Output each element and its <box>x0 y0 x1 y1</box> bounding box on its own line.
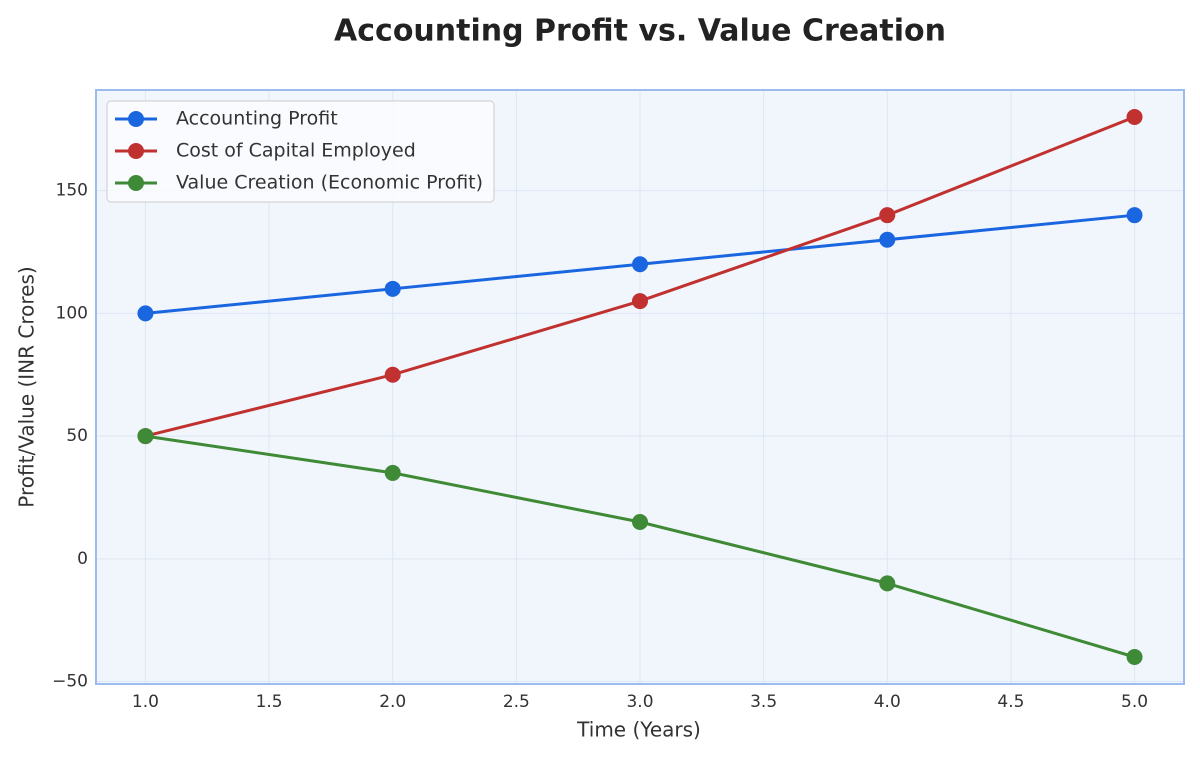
data-point <box>137 305 154 322</box>
data-point <box>879 231 896 248</box>
legend-box <box>106 100 495 203</box>
y-tick-label: 100 <box>56 303 88 323</box>
data-point <box>1126 207 1143 224</box>
x-tick-label: 2.0 <box>379 692 406 712</box>
data-point <box>137 428 154 445</box>
x-tick-label: 4.0 <box>874 692 901 712</box>
y-tick-label: 0 <box>77 549 88 569</box>
data-point <box>879 207 896 224</box>
data-point <box>384 280 401 297</box>
data-point <box>1126 109 1143 125</box>
data-point <box>632 293 648 310</box>
data-point <box>384 366 401 383</box>
x-tick-label: 2.5 <box>503 692 530 712</box>
data-point <box>632 256 648 273</box>
x-tick-label: 4.5 <box>997 692 1024 712</box>
x-tick-label: 5.0 <box>1121 692 1148 712</box>
data-point <box>879 575 896 592</box>
x-tick-label: 1.5 <box>256 692 283 712</box>
y-tick-label: −50 <box>52 672 88 692</box>
y-axis-label: Profit/Value (INR Crores) <box>15 266 39 507</box>
legend-label: Accounting Profit <box>176 108 338 130</box>
data-point <box>1126 649 1143 665</box>
legend: Accounting Profit Cost of Capital Employe… <box>106 100 495 203</box>
x-tick-label: 3.5 <box>750 692 777 712</box>
y-tick-label: 50 <box>66 426 88 446</box>
legend-marker <box>128 111 144 127</box>
chart-title: Accounting Profit vs. Value Creation <box>334 14 946 49</box>
data-point <box>632 514 648 530</box>
y-tick-label: 150 <box>56 181 88 201</box>
legend-marker <box>128 143 144 159</box>
x-axis-label: Time (Years) <box>576 718 701 742</box>
legend-marker <box>128 175 144 191</box>
plot-border <box>95 89 1185 685</box>
data-point <box>384 464 401 481</box>
legend-label: Cost of Capital Employed <box>176 140 416 162</box>
series <box>137 109 1143 665</box>
x-tick-label: 1.0 <box>132 692 159 712</box>
x-tick-label: 3.0 <box>626 692 653 712</box>
legend-label: Value Creation (Economic Profit) <box>176 172 483 194</box>
